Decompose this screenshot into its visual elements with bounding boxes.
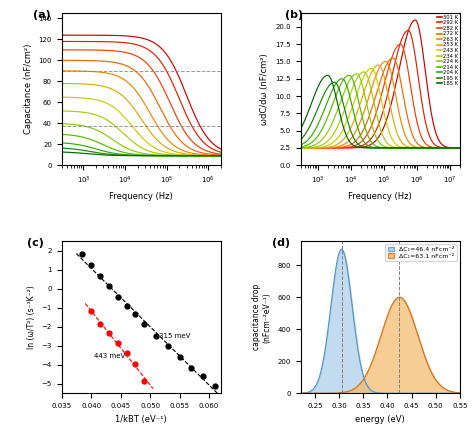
Legend: 301 K, 292 K, 282 K, 272 K, 263 K, 253 K, 243 K, 234 K, 224 K, 214 K, 204 K, 195: 301 K, 292 K, 282 K, 272 K, 263 K, 253 K… (435, 13, 460, 88)
Text: 443 meV: 443 meV (94, 353, 125, 359)
X-axis label: Frequency (Hz): Frequency (Hz) (109, 192, 173, 201)
Text: (a): (a) (33, 10, 51, 20)
Text: (d): (d) (272, 238, 290, 248)
Text: 315 meV: 315 meV (159, 333, 191, 339)
Y-axis label: ln (ω/T²) (s⁻¹K⁻²): ln (ω/T²) (s⁻¹K⁻²) (27, 285, 36, 349)
Text: (b): (b) (284, 10, 303, 20)
X-axis label: Frequency (Hz): Frequency (Hz) (348, 192, 412, 201)
Y-axis label: capacitance drop
(nFcm⁻²eV⁻¹): capacitance drop (nFcm⁻²eV⁻¹) (252, 284, 272, 350)
X-axis label: 1/kBT (eV⁻¹): 1/kBT (eV⁻¹) (115, 415, 167, 423)
X-axis label: energy (eV): energy (eV) (356, 415, 405, 423)
Y-axis label: Capacitance (nF/cm²): Capacitance (nF/cm²) (24, 44, 33, 134)
Text: (c): (c) (27, 238, 44, 248)
Y-axis label: ωdC/dω (nF/cm²): ωdC/dω (nF/cm²) (261, 53, 270, 125)
Legend: ΔC₁=46.4 nFcm⁻², ΔC₁=63.1 nFcm⁻²: ΔC₁=46.4 nFcm⁻², ΔC₁=63.1 nFcm⁻² (385, 244, 456, 261)
